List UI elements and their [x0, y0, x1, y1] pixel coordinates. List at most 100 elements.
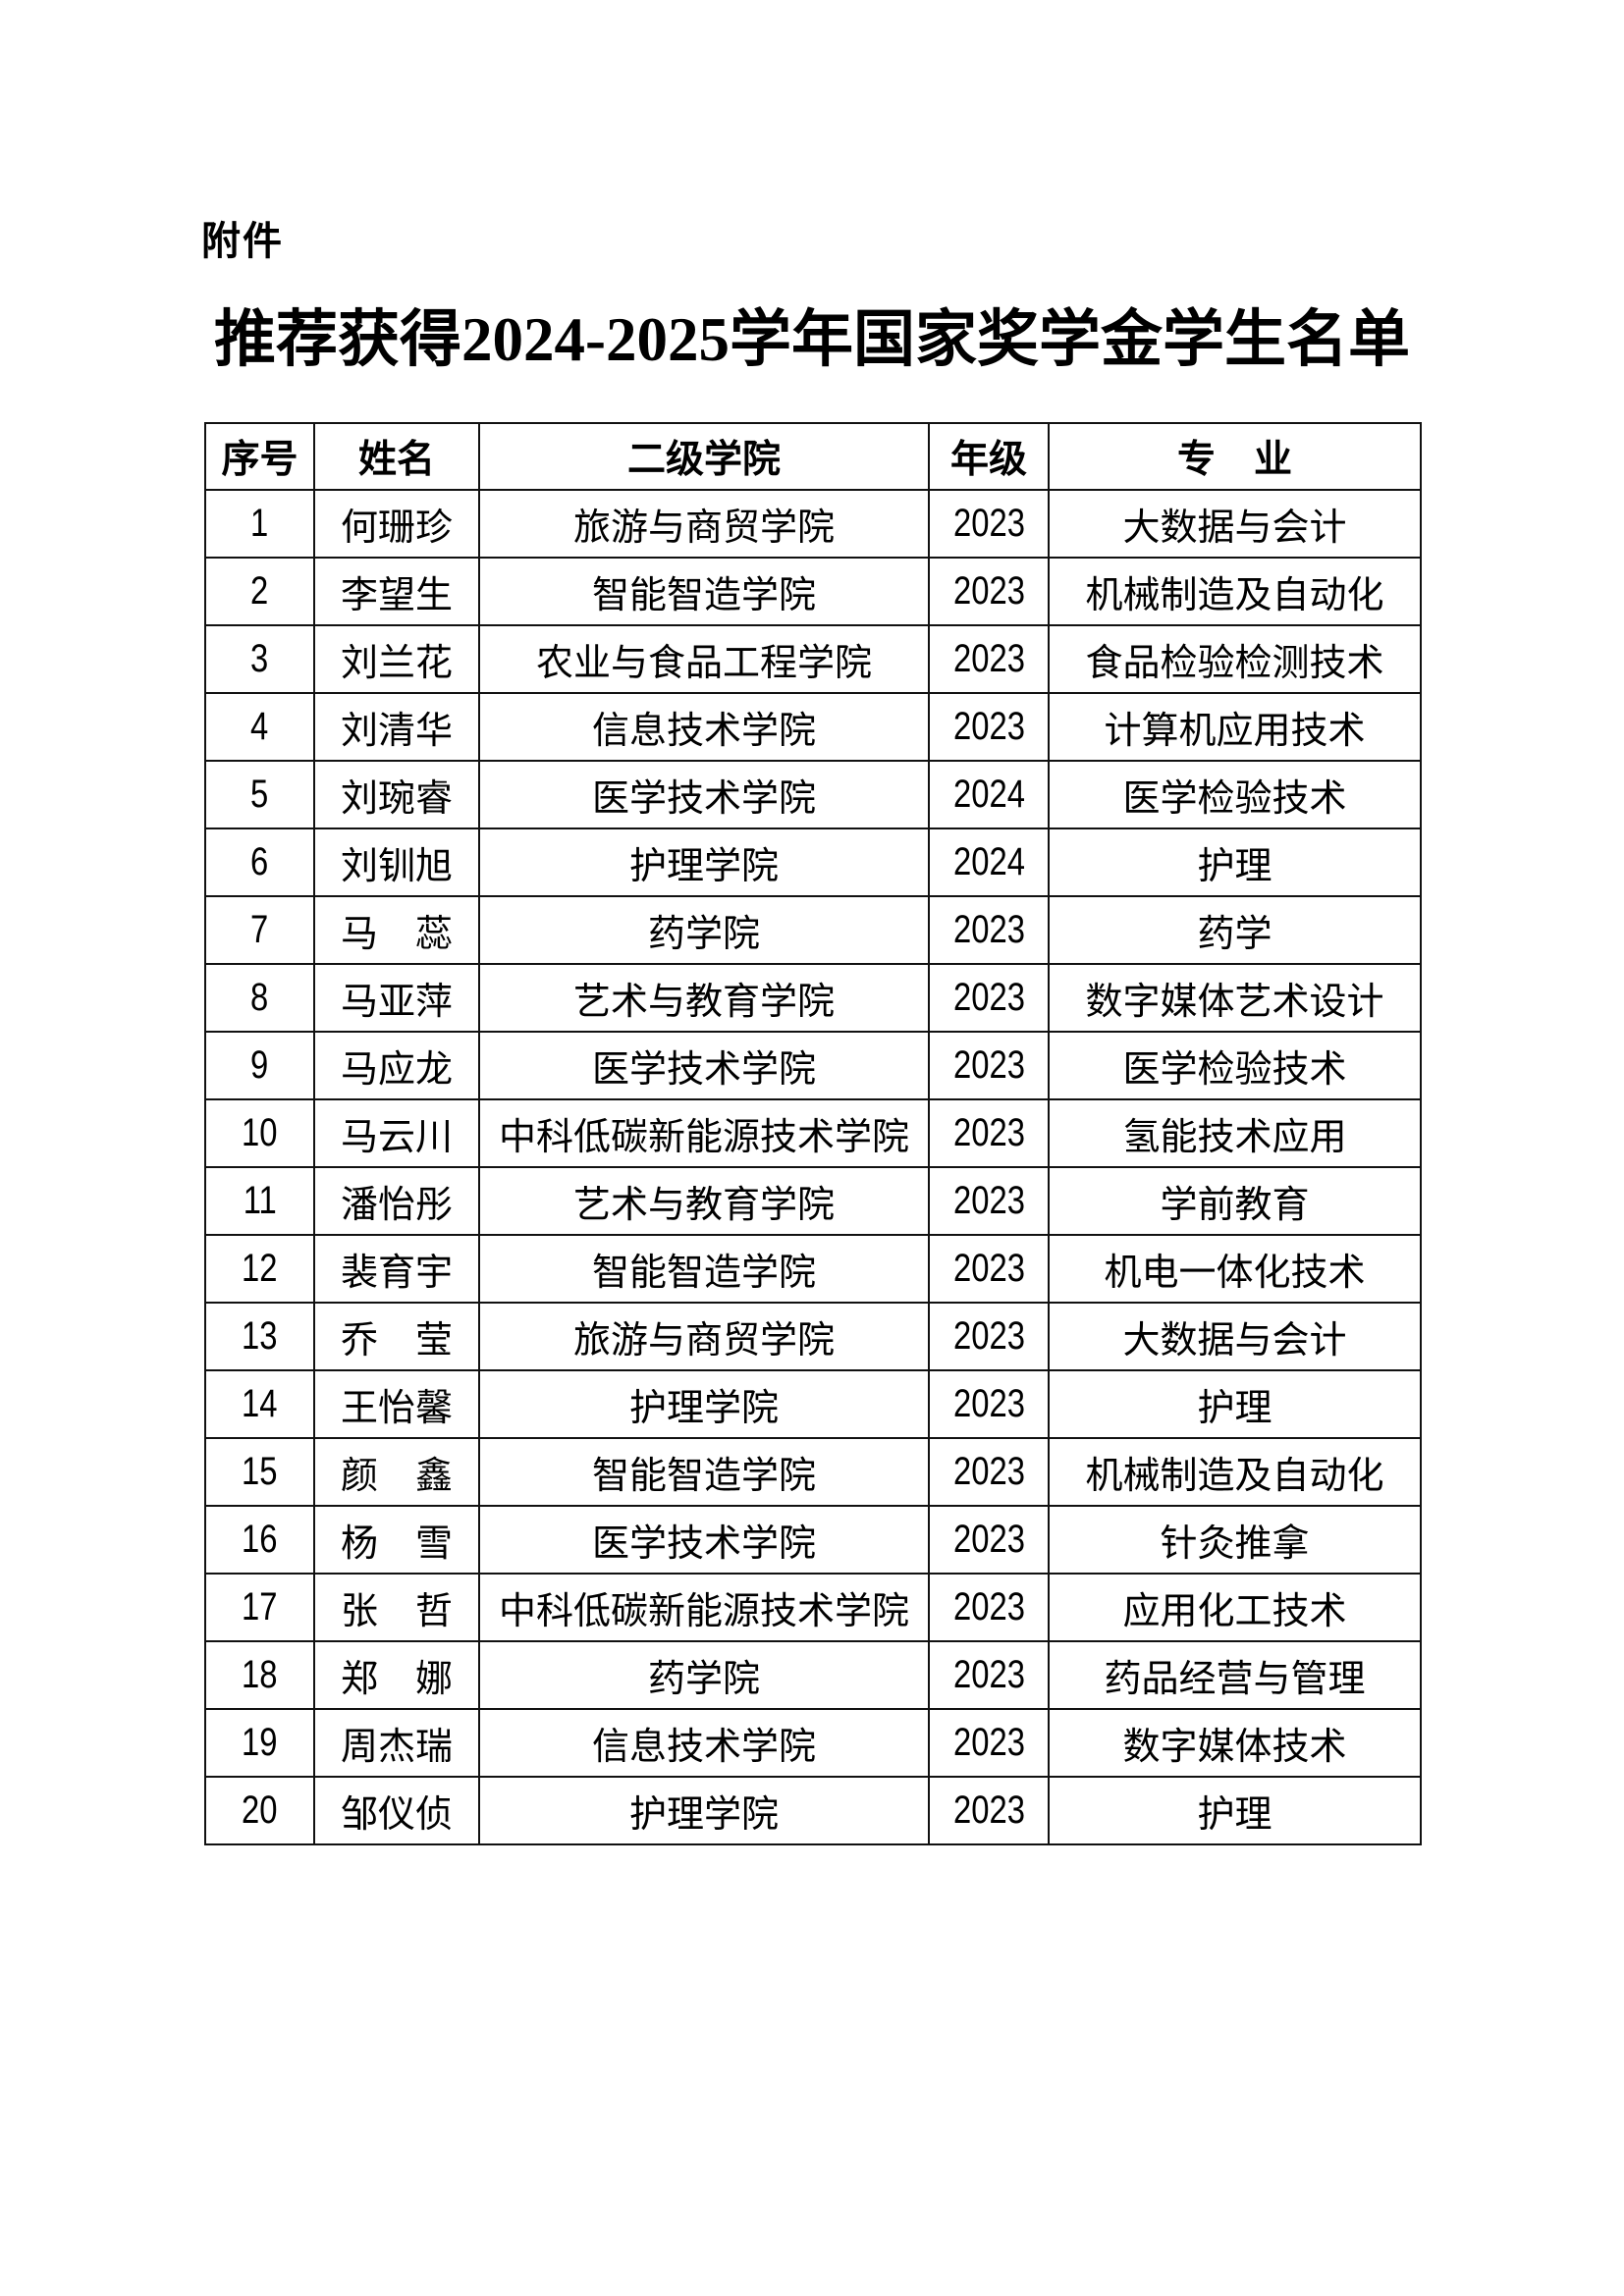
numeric-value: 5 — [250, 773, 269, 816]
table-row: 7 马 蕊药学院 2023 药学 — [204, 895, 1422, 965]
cell-grade: 2023 — [928, 1708, 1050, 1778]
cell-name: 周杰瑞 — [313, 1708, 480, 1778]
table-row: 10 马云川 中科低碳新能源技术学院 2023 氢能技术应用 — [204, 1098, 1422, 1168]
cell-college: 智能智造学院 — [478, 1234, 930, 1304]
document-title: 推荐获得2024-2025学年国家奖学金学生名单 — [214, 305, 1410, 374]
numeric-value: 7 — [250, 908, 269, 951]
numeric-value: 2023 — [952, 1382, 1025, 1425]
table-row: 16 杨 雪医学技术学院 2023 针灸推拿 — [204, 1505, 1422, 1575]
cell-name: 马亚萍 — [313, 963, 480, 1033]
cell-major: 学前教育 — [1048, 1166, 1422, 1236]
numeric-value: 2023 — [952, 502, 1025, 545]
cell-major: 机械制造及自动化 — [1048, 557, 1422, 626]
student-table-body: 1 何珊珍 旅游与商贸学院 2023 大数据与会计 2 李望生 智能智造学院 2023 机械制造及… — [204, 489, 1422, 1845]
numeric-value: 1 — [250, 502, 269, 545]
table-row: 18 郑 娜药学院 2023 药品经营与管理 — [204, 1640, 1422, 1710]
cell-index: 18 — [204, 1640, 315, 1710]
cell-college: 护理学院 — [478, 828, 930, 897]
cell-major: 药品经营与管理 — [1048, 1640, 1422, 1710]
student-table: 序号 姓名 二级学院 年级 专 业 1 何珊珍 旅游与商贸学院 2023 大数据与会计 2… — [204, 422, 1422, 1845]
cell-major: 机械制造及自动化 — [1048, 1437, 1422, 1507]
cell-college: 医学技术学院 — [478, 1505, 930, 1575]
cell-major: 药学 — [1048, 895, 1422, 965]
cell-grade: 2023 — [928, 1640, 1050, 1710]
cell-index: 7 — [204, 895, 315, 965]
cell-name: 张 哲 — [313, 1573, 480, 1642]
table-row: 4 刘清华 信息技术学院 2023 计算机应用技术 — [204, 692, 1422, 762]
cell-index: 8 — [204, 963, 315, 1033]
cell-index: 14 — [204, 1369, 315, 1439]
cell-major: 大数据与会计 — [1048, 489, 1422, 559]
table-row: 8 马亚萍 艺术与教育学院 2023 数字媒体艺术设计 — [204, 963, 1422, 1033]
numeric-value: 2023 — [952, 637, 1025, 680]
numeric-value: 2023 — [952, 1247, 1025, 1290]
cell-index: 1 — [204, 489, 315, 559]
cell-college: 医学技术学院 — [478, 760, 930, 829]
numeric-value: 11 — [243, 1179, 277, 1222]
numeric-value: 13 — [242, 1314, 278, 1358]
numeric-value: 2023 — [952, 1653, 1025, 1696]
cell-grade: 2023 — [928, 624, 1050, 694]
numeric-value: 2023 — [952, 1450, 1025, 1493]
numeric-value: 4 — [250, 705, 269, 748]
numeric-value: 18 — [242, 1653, 278, 1696]
numeric-value: 2024 — [952, 840, 1025, 883]
cell-college: 信息技术学院 — [478, 692, 930, 762]
numeric-value: 2023 — [952, 1179, 1025, 1222]
numeric-value: 19 — [242, 1721, 278, 1764]
cell-index: 13 — [204, 1302, 315, 1371]
cell-grade: 2023 — [928, 1031, 1050, 1100]
cell-name: 刘兰花 — [313, 624, 480, 694]
header-cell-name: 姓名 — [313, 422, 480, 491]
cell-index: 10 — [204, 1098, 315, 1168]
cell-major: 机电一体化技术 — [1048, 1234, 1422, 1304]
header-row: 序号 姓名 二级学院 年级 专 业 — [204, 422, 1422, 491]
cell-college: 艺术与教育学院 — [478, 963, 930, 1033]
table-row: 15 颜 鑫智能智造学院 2023 机械制造及自动化 — [204, 1437, 1422, 1507]
cell-index: 12 — [204, 1234, 315, 1304]
numeric-value: 17 — [242, 1585, 278, 1629]
cell-grade: 2023 — [928, 963, 1050, 1033]
cell-name: 刘琬睿 — [313, 760, 480, 829]
table-row: 20 邹仪侦 护理学院 2023 护理 — [204, 1776, 1422, 1845]
cell-name: 刘钏旭 — [313, 828, 480, 897]
cell-grade: 2023 — [928, 557, 1050, 626]
cell-name: 裴育宇 — [313, 1234, 480, 1304]
cell-grade: 2023 — [928, 692, 1050, 762]
table-row: 17 张 哲中科低碳新能源技术学院 2023 应用化工技术 — [204, 1573, 1422, 1642]
cell-name: 潘怡彤 — [313, 1166, 480, 1236]
cell-college: 农业与食品工程学院 — [478, 624, 930, 694]
table-row: 14 王怡馨 护理学院 2023 护理 — [204, 1369, 1422, 1439]
student-table-header: 序号 姓名 二级学院 年级 专 业 — [204, 422, 1422, 491]
header-cell-index: 序号 — [204, 422, 315, 491]
cell-name: 杨 雪 — [313, 1505, 480, 1575]
cell-grade: 2023 — [928, 1776, 1050, 1845]
cell-index: 5 — [204, 760, 315, 829]
table-row: 19 周杰瑞 信息技术学院 2023 数字媒体技术 — [204, 1708, 1422, 1778]
cell-grade: 2023 — [928, 1234, 1050, 1304]
numeric-value: 3 — [250, 637, 269, 680]
cell-major: 数字媒体艺术设计 — [1048, 963, 1422, 1033]
cell-index: 15 — [204, 1437, 315, 1507]
cell-name: 马 蕊 — [313, 895, 480, 965]
header-cell-major: 专 业 — [1048, 422, 1422, 491]
table-row: 1 何珊珍 旅游与商贸学院 2023 大数据与会计 — [204, 489, 1422, 559]
cell-grade: 2023 — [928, 1166, 1050, 1236]
numeric-value: 2023 — [952, 1585, 1025, 1629]
numeric-value: 10 — [242, 1111, 278, 1154]
cell-major: 数字媒体技术 — [1048, 1708, 1422, 1778]
cell-name: 马应龙 — [313, 1031, 480, 1100]
cell-name: 李望生 — [313, 557, 480, 626]
attachment-label: 附件 — [201, 220, 284, 263]
numeric-value: 2023 — [952, 1043, 1025, 1087]
cell-college: 智能智造学院 — [478, 1437, 930, 1507]
cell-index: 16 — [204, 1505, 315, 1575]
cell-name: 乔 莹 — [313, 1302, 480, 1371]
numeric-value: 2 — [250, 569, 269, 613]
cell-college: 信息技术学院 — [478, 1708, 930, 1778]
cell-college: 药学院 — [478, 1640, 930, 1710]
student-table-container: 序号 姓名 二级学院 年级 专 业 1 何珊珍 旅游与商贸学院 2023 大数据与会计 2… — [204, 422, 1422, 1845]
cell-major: 计算机应用技术 — [1048, 692, 1422, 762]
cell-college: 中科低碳新能源技术学院 — [478, 1098, 930, 1168]
